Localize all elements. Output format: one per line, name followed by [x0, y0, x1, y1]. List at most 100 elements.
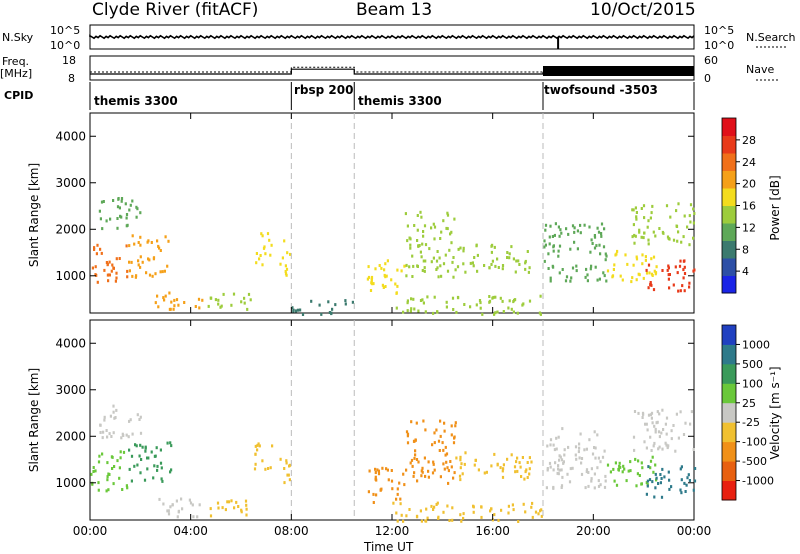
- nsearch-top-tick: 10^5: [704, 24, 735, 37]
- power-echo-region: [395, 294, 542, 316]
- y-tick-label: 1000: [55, 269, 86, 283]
- power-echo-region: [456, 243, 531, 274]
- nsky-label: N.Sky: [2, 31, 34, 44]
- velocity-colorbar-cell: [722, 461, 736, 481]
- velocity-colorbar-tick-label: -25: [742, 416, 760, 429]
- x-tick-label: 08:00: [274, 524, 309, 538]
- nsky-line: [89, 34, 695, 40]
- nave-bottom-tick: 0: [704, 72, 711, 85]
- freq-unit-label: [MHz]: [0, 67, 33, 80]
- power-colorbar-cell: [722, 118, 736, 136]
- x-tick-label: 12:00: [375, 524, 410, 538]
- power-echo-region: [543, 222, 608, 283]
- cpid-segment-label: rbsp 200: [294, 83, 354, 97]
- velocity-echo-region: [367, 466, 406, 504]
- power-colorbar-tick-label: 24: [742, 156, 756, 169]
- velocity-colorbar-cell: [722, 383, 736, 404]
- power-colorbar-tick-label: 28: [742, 134, 756, 147]
- velocity-colorbar-tick-label: -500: [742, 455, 767, 468]
- y-tick-label: 3000: [55, 383, 86, 397]
- velocity-colorbar-cell: [722, 422, 736, 443]
- velocity-echo-region: [645, 465, 697, 499]
- velocity-echo-region: [632, 408, 695, 453]
- y-tick-label: 4000: [55, 129, 86, 143]
- power-echo-region: [279, 239, 292, 277]
- velocity-echo-region: [99, 404, 143, 440]
- y-tick-label: 4000: [55, 336, 86, 350]
- freq-bottom-tick: 8: [68, 72, 75, 85]
- power-colorbar-cell: [722, 135, 736, 154]
- power-colorbar-cell: [722, 275, 736, 294]
- power-colorbar-cell: [722, 240, 736, 259]
- power-echo-region: [255, 232, 273, 267]
- velocity-colorbar-tick-label: 25: [742, 397, 756, 410]
- cpid-segment-label: themis 3300: [358, 94, 442, 108]
- velocity-echo-region: [606, 455, 658, 488]
- velocity-colorbar-cell: [722, 402, 736, 423]
- velocity-colorbar-tick-label: 1000: [742, 338, 770, 351]
- velocity-colorbar-tick-label: -1000: [742, 475, 774, 488]
- power-echo-region: [91, 243, 129, 284]
- power-colorbar-cell: [722, 188, 736, 206]
- x-axis-label: Time UT: [364, 540, 414, 554]
- power-colorbar-cell: [722, 258, 736, 276]
- station-title: Clyde River (fitACF): [92, 0, 259, 20]
- power-colorbar-cell: [722, 170, 736, 189]
- velocity-echo-region: [405, 419, 457, 485]
- power-echo-region: [404, 210, 457, 279]
- cpid-segment-label: themis 3300: [94, 94, 178, 108]
- nsearch-label: N.Search: [746, 31, 796, 44]
- velocity-echo-region: [279, 457, 292, 485]
- velocity-colorbar-cell: [722, 480, 736, 501]
- power-echo-region: [128, 234, 170, 279]
- cpid-label: CPID: [4, 89, 34, 102]
- power-echo-region: [631, 202, 696, 247]
- velocity-colorbar-cell: [722, 325, 736, 345]
- x-tick-label: 16:00: [475, 524, 510, 538]
- x-tick-label: 00:00: [73, 524, 108, 538]
- nsky-bottom-tick: 10^0: [50, 39, 81, 52]
- nsky-top-tick: 10^5: [50, 24, 81, 37]
- velocity-echo-region: [128, 441, 173, 483]
- freq-top-tick: 18: [62, 54, 76, 67]
- velocity-colorbar-cell: [722, 363, 736, 384]
- power-colorbar-tick-label: 4: [742, 265, 749, 278]
- x-tick-label: 20:00: [576, 524, 611, 538]
- nave-label: Nave: [746, 63, 775, 76]
- nsky-panel: [89, 24, 695, 50]
- velocity-panel-frame: [89, 319, 695, 521]
- power-echo-region: [207, 292, 252, 311]
- power-colorbar-cell: [722, 205, 736, 224]
- power-echo-region: [645, 259, 696, 293]
- nsearch-bottom-tick: 10^0: [704, 39, 735, 52]
- freq-label: Freq.: [2, 55, 30, 68]
- velocity-colorbar-cell: [722, 344, 736, 365]
- velocity-echo-region: [158, 497, 201, 519]
- beam-title: Beam 13: [356, 0, 433, 20]
- y-tick-label: 1000: [55, 476, 86, 490]
- power-echo-region: [98, 197, 142, 231]
- velocity-colorbar-tick-label: 100: [742, 377, 763, 390]
- x-tick-label: 00:00: [677, 524, 712, 538]
- x-tick-label: 04:00: [173, 524, 208, 538]
- y-tick-label: 2000: [55, 429, 86, 443]
- velocity-colorbar-tick-label: -100: [742, 436, 767, 449]
- power-colorbar-tick-label: 12: [742, 221, 756, 234]
- power-colorbar-tick-label: 8: [742, 243, 749, 256]
- velocity-colorbar-tick-label: 500: [742, 358, 763, 371]
- velocity-echo-region: [545, 427, 607, 490]
- velocity-colorbar-frame: [721, 324, 737, 501]
- power-echo-region: [366, 259, 406, 295]
- power-panel-frame: [89, 112, 695, 314]
- velocity-echo-region: [253, 442, 274, 471]
- nave-top-tick: 60: [704, 54, 718, 67]
- power-echo-region: [291, 299, 354, 316]
- power-colorbar-cell: [722, 153, 736, 171]
- velocity-colorbar-cell: [722, 441, 736, 462]
- date-title: 10/Oct/2015: [590, 0, 696, 20]
- nave-dense-band: [543, 66, 694, 76]
- velocity-echo-region: [392, 501, 543, 523]
- power-echo-region: [606, 249, 658, 284]
- y-tick-label: 2000: [55, 222, 86, 236]
